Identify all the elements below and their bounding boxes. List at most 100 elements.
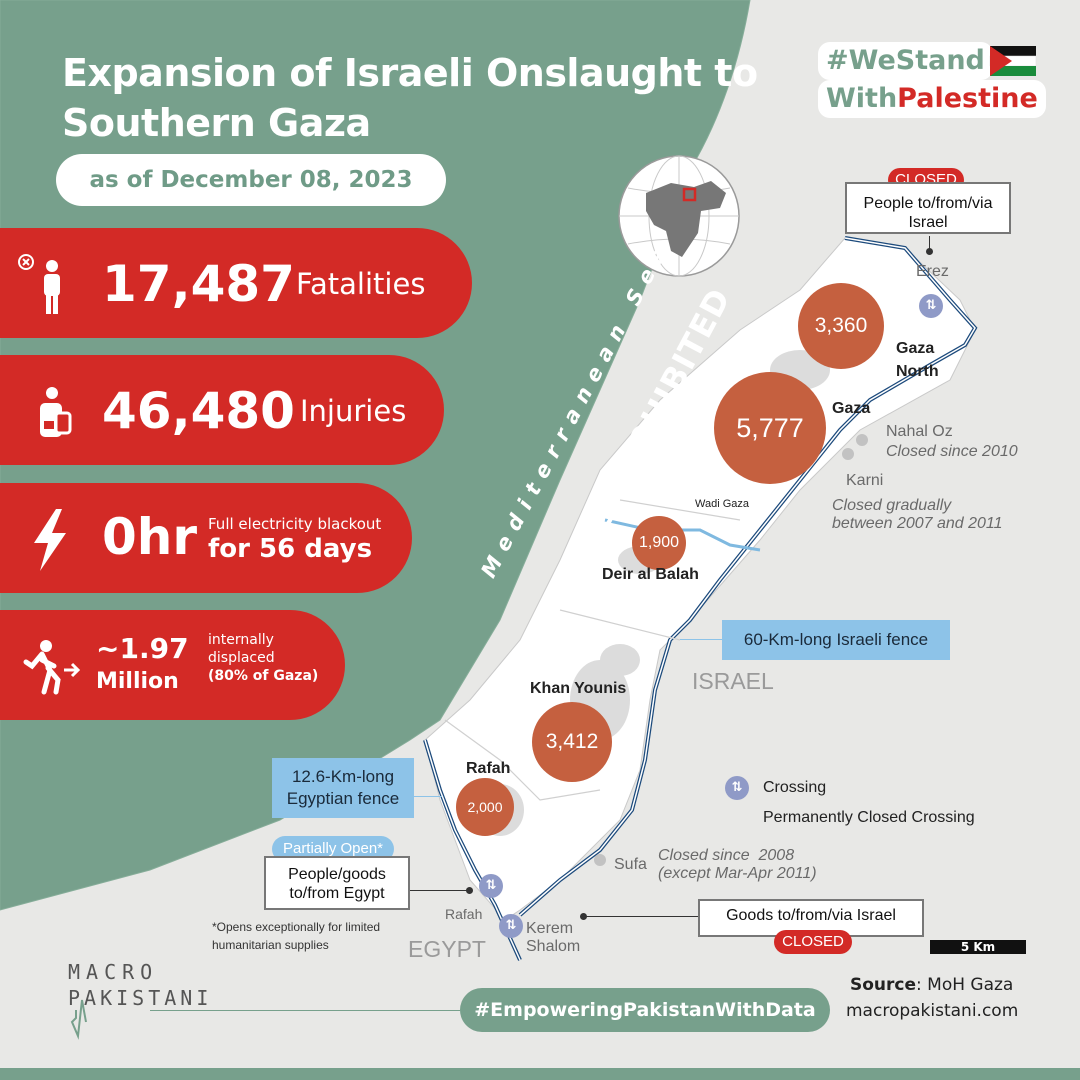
- erez-desc-line1: People to/from/via: [863, 195, 993, 212]
- displaced-note-1: internally: [208, 632, 274, 648]
- bottom-hashtag-pill: #EmpoweringPakistanWithData: [460, 988, 830, 1032]
- khan-younis-circle: 3,412: [532, 702, 612, 782]
- kerem-shalom-connector: [586, 916, 698, 917]
- fatalities-value: 17,487: [102, 255, 295, 313]
- sufa-note-1: Closed since 2008: [658, 847, 795, 864]
- bottom-divider: [150, 1010, 460, 1011]
- karni-note-2: between 2007 and 2011: [832, 515, 1003, 532]
- erez-dot: [926, 248, 933, 255]
- stat-fatalities: 17,487 Fatalities: [0, 228, 472, 338]
- logo-line2: PAKISTANI: [68, 986, 213, 1010]
- logo-pulse-icon: [70, 999, 87, 1040]
- rafah-footnote-1: *Opens exceptionally for limited: [212, 920, 381, 934]
- displaced-value: ~1.97: [96, 632, 189, 665]
- source-line: Source: MoH Gaza: [850, 975, 1013, 995]
- source-value: : MoH Gaza: [916, 975, 1014, 995]
- karni-note-1: Closed gradually: [832, 497, 952, 514]
- stat-displaced: ~1.97 Million internally displaced (80% …: [0, 610, 345, 720]
- rafah-connector: [410, 890, 468, 891]
- kerem-shalom-dot: [580, 913, 587, 920]
- gaza-north-circle: 3,360: [798, 283, 884, 369]
- egyptian-fence-connector: [414, 796, 442, 797]
- sufa-note-2: (except Mar-Apr 2011): [658, 865, 817, 882]
- hashtag-with: With: [826, 83, 898, 114]
- injuries-value: 46,480: [102, 382, 295, 440]
- rafah-footnote-2: humanitarian supplies: [212, 938, 329, 952]
- legend-crossing-icon: ⇅: [725, 776, 749, 800]
- erez-desc-line2: Israel: [908, 214, 948, 231]
- stat-electricity: 0hr Full electricity blackout for 56 day…: [0, 483, 412, 593]
- palestine-flag-icon: [989, 46, 1037, 76]
- karni-label: Karni: [846, 472, 884, 489]
- rafah-desc-box: People/goods to/from Egypt: [264, 856, 410, 910]
- displaced-value-unit: Million: [96, 669, 179, 694]
- globe-icon: [618, 155, 740, 277]
- rafah-desc-line1: People/goods: [288, 866, 386, 883]
- egyptian-fence-line2: Egyptian fence: [286, 789, 400, 808]
- we-stand-hashtag: #WeStand WithPalestine: [818, 42, 1046, 120]
- fatality-person-icon: [18, 254, 60, 314]
- israeli-fence-connector: [680, 639, 722, 640]
- nahal-oz-dot: [856, 434, 868, 446]
- hashtag-palestine: Palestine: [897, 83, 1038, 114]
- egyptian-fence-line1: 12.6-Km-long: [291, 767, 395, 786]
- gaza-locator-box: [682, 187, 697, 202]
- fatalities-label: Fatalities: [296, 267, 426, 301]
- website-link[interactable]: macropakistani.com: [846, 1001, 1019, 1021]
- wadi-gaza-label: Wadi Gaza: [695, 498, 750, 510]
- egyptian-fence-label: 12.6-Km-long Egyptian fence: [272, 758, 414, 818]
- lightning-icon: [34, 509, 66, 571]
- stat-injuries: 46,480 Injuries: [0, 355, 444, 465]
- displaced-person-icon: [23, 640, 81, 695]
- nahal-oz-label: Nahal Oz: [886, 423, 953, 440]
- source-label: Source: [850, 975, 917, 995]
- page-title: Expansion of Israeli Onslaught to Southe…: [62, 51, 758, 145]
- erez-crossing-icon: ⇅: [919, 294, 943, 318]
- khan-younis-label: Khan Younis: [530, 680, 627, 697]
- kerem-shalom-label-2: Shalom: [526, 938, 581, 955]
- kerem-shalom-status: CLOSED: [774, 930, 852, 954]
- rafah-crossing-icon: ⇅: [479, 874, 503, 898]
- rafah-dot: [466, 887, 473, 894]
- deir-al-balah-label: Deir al Balah: [602, 566, 699, 583]
- gaza-north-label-2: North: [896, 363, 939, 380]
- wadi-gaza: [604, 518, 761, 552]
- logo-line1: MACRO: [68, 960, 159, 984]
- hashtag-line1: #WeStand: [818, 42, 993, 80]
- rafah-circle: 2,000: [456, 778, 514, 836]
- electricity-label-small: Full electricity blackout: [208, 515, 382, 533]
- sufa-dot: [594, 854, 606, 866]
- electricity-value: 0hr: [102, 508, 198, 566]
- erez-label: Erez: [916, 263, 949, 280]
- legend-crossing-label: Crossing: [763, 779, 827, 796]
- egypt-label: EGYPT: [408, 936, 486, 962]
- deir-al-balah-circle: 1,900: [632, 516, 686, 570]
- displaced-note-3: (80% of Gaza): [208, 668, 319, 684]
- gaza-north-label-1: Gaza: [896, 340, 935, 357]
- injuries-label: Injuries: [300, 394, 407, 428]
- erez-desc-box: People to/from/via Israel: [845, 182, 1011, 234]
- macro-pakistani-logo: MACRO PAKISTANI: [62, 960, 212, 1040]
- karni-dot: [842, 448, 854, 460]
- erez-connector: [929, 236, 930, 250]
- gaza-circle: 5,777: [714, 372, 826, 484]
- injured-person-icon: [40, 387, 72, 437]
- kerem-shalom-label-1: Kerem: [526, 920, 574, 937]
- scale-bar: [930, 940, 1026, 954]
- rafah-crossing-label: Rafah: [445, 906, 483, 922]
- rafah-region-label: Rafah: [466, 760, 511, 777]
- displaced-note-2: displaced: [208, 650, 275, 666]
- scale-label: 5 Km: [960, 940, 996, 954]
- sufa-label: Sufa: [614, 856, 647, 873]
- rafah-desc-line2: to/from Egypt: [289, 885, 385, 902]
- nahal-oz-note: Closed since 2010: [886, 443, 1018, 460]
- gaza-label: Gaza: [832, 400, 871, 417]
- legend-closed-label: Permanently Closed Crossing: [763, 809, 975, 826]
- israel-label: ISRAEL: [692, 668, 774, 694]
- kerem-shalom-crossing-icon: ⇅: [499, 914, 523, 938]
- israeli-fence-label: 60-Km-long Israeli fence: [722, 620, 950, 660]
- electricity-label-big: for 56 days: [208, 534, 373, 564]
- date-pill: as of December 08, 2023: [56, 154, 446, 206]
- hashtag-line2: WithPalestine: [818, 80, 1046, 118]
